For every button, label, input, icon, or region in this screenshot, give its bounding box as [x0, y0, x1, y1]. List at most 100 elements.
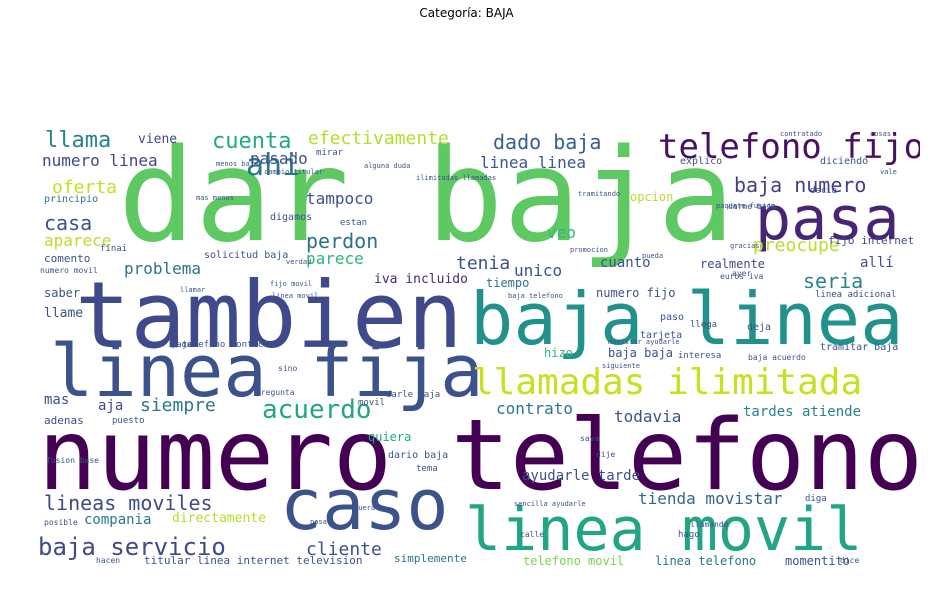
- word-compania: compania: [84, 512, 152, 528]
- word-linea-movil-small: linea movil: [272, 292, 319, 300]
- word-saber: saber: [44, 286, 81, 300]
- word-siempre: siempre: [140, 395, 216, 416]
- word-paquete-fusion: paquete fusion: [716, 202, 776, 210]
- word-ayer: ayer: [732, 269, 752, 278]
- word-fijo-internet: fijo internet: [828, 234, 915, 247]
- word-veo: veo: [547, 223, 576, 242]
- word-preocupe: preocupe: [753, 235, 840, 256]
- word-estan: estan: [340, 218, 368, 228]
- word-acuerdo: acuerdo: [262, 395, 372, 425]
- word-titular-linea-internet-television: titular linea internet television: [144, 554, 363, 567]
- word-movil: movil: [358, 398, 386, 408]
- word-parece: parece: [306, 249, 364, 268]
- word-menos-baja: menos baja: [216, 160, 259, 168]
- word-calle: calle: [520, 530, 545, 539]
- word-linea-movil: linea movil: [465, 495, 863, 565]
- word-pasado: pasado: [250, 149, 308, 168]
- figure-title: Categoría: BAJA: [419, 6, 514, 20]
- word-llamar: llamar: [180, 286, 206, 294]
- word-contrato: contrato: [496, 399, 574, 418]
- word-aja: aja: [98, 398, 124, 414]
- word-mas-menos: mas menos: [196, 194, 234, 202]
- word-verdad: verdad: [286, 258, 312, 266]
- word-finai: finai: [100, 244, 128, 254]
- word-hacen: hacen: [96, 556, 121, 565]
- word-linea-fija: linea fija: [50, 329, 484, 413]
- word-linea-telefono: linea telefono: [655, 554, 757, 568]
- word-cliente: cliente: [306, 539, 382, 560]
- word-numero-linea: numero linea: [42, 151, 158, 170]
- word-linea-linea: linea linea: [480, 153, 586, 172]
- word-lineas-moviles: lineas moviles: [44, 491, 213, 515]
- word-pregunta: pregunta: [256, 388, 295, 397]
- word-tambien: tambien: [75, 262, 463, 369]
- word-pasar: pasar: [310, 518, 332, 526]
- word-llame: llame: [44, 306, 84, 321]
- word-euros-iva: euros iva: [720, 272, 764, 281]
- word-baja-telefono: baja telefono: [508, 292, 563, 300]
- word-tramitar-baja: tramitar baja: [820, 342, 899, 353]
- word-telefono-movil: telefono movil: [523, 554, 625, 568]
- word-cambio-titular: cambio titular: [264, 168, 324, 176]
- word-diciendo: diciendo: [820, 156, 869, 167]
- word-dario-baja: dario baja: [388, 450, 449, 461]
- word-todavia: todavia: [614, 407, 682, 426]
- word-cuanto: cuanto: [600, 255, 651, 271]
- word-digamos: digamos: [270, 212, 313, 223]
- word-vale: vale: [880, 168, 897, 176]
- word-caso: caso: [280, 464, 449, 546]
- word-fijo-movil: fijo movil: [270, 280, 313, 288]
- word-paso: paso: [660, 312, 685, 323]
- word-baja-baja: baja baja: [608, 346, 674, 360]
- word-dar-baja: dar baja: [118, 125, 735, 271]
- word-puesto: puesto: [112, 416, 145, 426]
- word-hago: hago: [678, 530, 700, 540]
- word-directamente: directamente: [172, 511, 266, 526]
- word-baja-numero: baja numero: [734, 173, 867, 197]
- word-tramitando: tramitando: [578, 190, 621, 198]
- word-alli: allí: [860, 255, 894, 271]
- word-ayudarle-tarde: ayudarle tarde: [522, 468, 641, 484]
- word-numero-movil: numero movil: [40, 266, 98, 275]
- word-posible: posible: [44, 518, 78, 527]
- word-numero-telefono: numero telefono: [40, 399, 920, 513]
- word-viene: viene: [138, 132, 178, 147]
- word-tardes-atiende: tardes atiende: [743, 404, 862, 420]
- word-adenas: adenas: [44, 414, 84, 427]
- word-cuenta: cuenta: [212, 129, 292, 154]
- word-tenia: tenia: [456, 253, 511, 274]
- word-unico: unico: [514, 261, 563, 280]
- word-aparece: aparece: [44, 231, 112, 250]
- word-simplemente: simplemente: [394, 552, 467, 565]
- word-tienda-movistar: tienda movistar: [638, 489, 783, 508]
- word-diga: diga: [805, 494, 827, 504]
- word-dice: dice: [840, 556, 860, 565]
- word-hizo: hizo: [544, 346, 573, 360]
- word-dado-baja: dado baja: [493, 130, 602, 154]
- word-dije: dije: [596, 450, 616, 459]
- word-baja-linea: baja linea: [470, 277, 904, 361]
- word-tarjeta: tarjeta: [640, 330, 683, 341]
- word-llega: llega: [690, 320, 718, 330]
- word-tampoco: tampoco: [306, 189, 374, 208]
- word-promocion: promocion: [570, 246, 608, 254]
- word-explico: explico: [680, 156, 723, 167]
- word-ilimitadas-llamadas: ilimitadas llamadas: [416, 174, 497, 182]
- word-efectivamente: efectivamente: [308, 128, 449, 149]
- word-casa: casa: [44, 211, 93, 235]
- word-principio: principio: [44, 194, 99, 205]
- word-fusion-base: fusion base: [46, 456, 99, 465]
- word-contratado: contratado: [780, 130, 823, 138]
- word-mas: mas: [44, 392, 70, 408]
- word-solicitud-baja: solicitud baja: [204, 250, 289, 261]
- word-seria: seria: [803, 269, 864, 293]
- word-decia: decia: [810, 186, 838, 196]
- word-baja-acuerdo: baja acuerdo: [748, 353, 806, 362]
- word-linea-adicional: linea adicional: [815, 290, 897, 300]
- word-cosas: cosas: [870, 130, 892, 138]
- word-iva-incluido: iva incluido: [374, 272, 468, 287]
- word-llamadas-ilimitada: llamadas ilimitada: [472, 362, 863, 403]
- word-siguiente: siguiente: [602, 362, 640, 370]
- word-momentito: momentito: [785, 554, 851, 568]
- word-llamando: llamando: [690, 520, 729, 529]
